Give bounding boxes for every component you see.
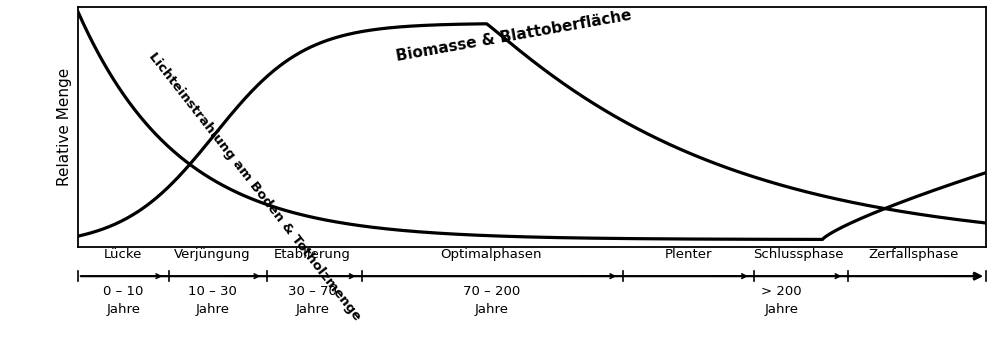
Text: 30 – 70
Jahre: 30 – 70 Jahre	[288, 285, 337, 316]
Text: 70 – 200
Jahre: 70 – 200 Jahre	[463, 285, 520, 316]
Text: Optimalphasen: Optimalphasen	[440, 247, 542, 261]
Text: Plenter: Plenter	[664, 247, 712, 261]
Text: Verjüngung: Verjüngung	[174, 247, 251, 261]
Text: Lichteinstrahlung am Boden & Totholzmenge: Lichteinstrahlung am Boden & Totholzmeng…	[146, 50, 363, 323]
Text: Zerfallsphase: Zerfallsphase	[868, 247, 959, 261]
Text: Schlussphase: Schlussphase	[753, 247, 843, 261]
Text: 0 – 10
Jahre: 0 – 10 Jahre	[103, 285, 144, 316]
Text: Biomasse & Blattoberfläche: Biomasse & Blattoberfläche	[395, 8, 633, 64]
Y-axis label: Relative Menge: Relative Menge	[57, 68, 72, 186]
Text: Etablierung: Etablierung	[274, 247, 351, 261]
Text: > 200
Jahre: > 200 Jahre	[761, 285, 802, 316]
Text: 10 – 30
Jahre: 10 – 30 Jahre	[188, 285, 237, 316]
Text: Lücke: Lücke	[104, 247, 143, 261]
